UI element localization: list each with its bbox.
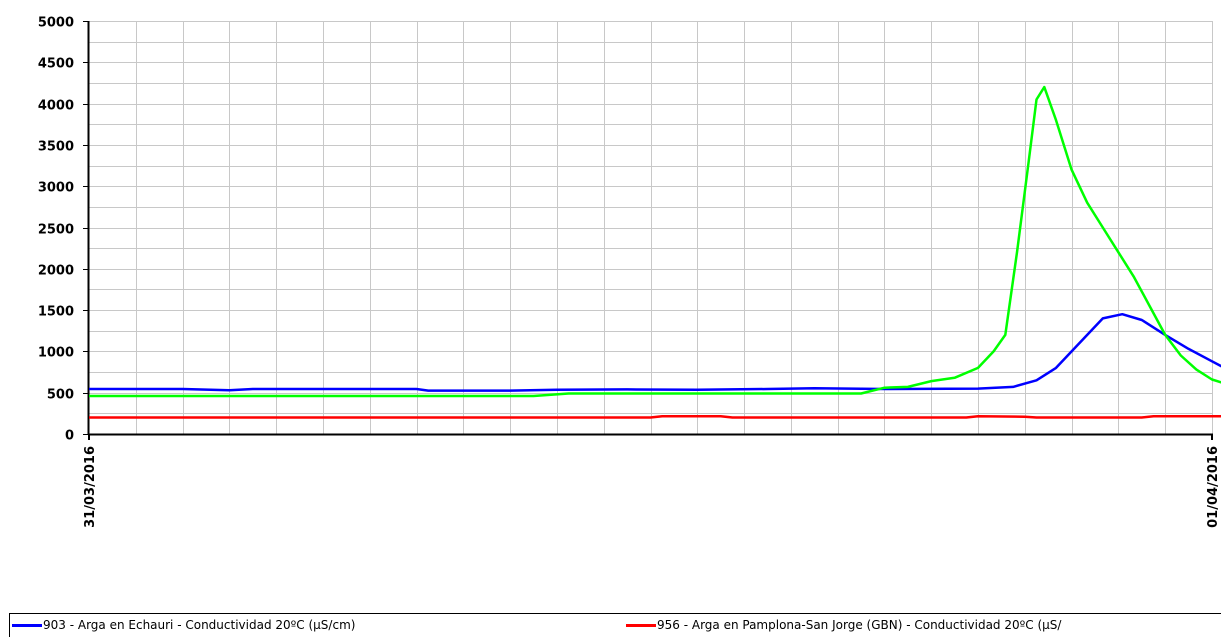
y-tick-label: 4000 <box>38 99 74 114</box>
x-tick-label: 31/03/2016 <box>83 446 98 528</box>
legend-swatch <box>626 623 656 627</box>
series-lines <box>89 85 1221 419</box>
y-axis: 0 500 1000 1500 2000 2500 3000 3500 4000 4500 5000 <box>38 16 90 444</box>
series-line-1 <box>89 414 1221 419</box>
y-tick-label: 0 <box>65 429 74 444</box>
y-tick-label: 3000 <box>38 181 74 196</box>
x-axis: 31/03/2016 01/04/2016 <box>83 433 1221 528</box>
y-tick-label: 1500 <box>38 305 74 320</box>
y-tick-label: 4500 <box>38 57 74 72</box>
y-tick-label: 3500 <box>38 140 74 155</box>
legend: 903 - Arga en Echauri - Conductividad 20… <box>9 613 1221 637</box>
y-tick-label: 2500 <box>38 223 74 238</box>
legend-item: 956 - Arga en Pamplona-San Jorge (GBN) -… <box>626 618 1062 632</box>
x-tick-label: 01/04/2016 <box>1206 446 1221 528</box>
series-line-0 <box>89 312 1221 392</box>
line-chart: 0 500 1000 1500 2000 2500 3000 3500 4000 4500 5000… <box>38 16 1221 528</box>
legend-item: 903 - Arga en Echauri - Conductividad 20… <box>12 618 356 632</box>
legend-label: 903 - Arga en Echauri - Conductividad 20… <box>43 618 356 632</box>
y-tick-label: 500 <box>47 388 74 403</box>
legend-label: 956 - Arga en Pamplona-San Jorge (GBN) -… <box>657 618 1062 632</box>
series-line-2 <box>89 85 1221 398</box>
legend-swatch <box>12 623 42 627</box>
y-tick-label: 1000 <box>38 346 74 361</box>
y-tick-label: 5000 <box>38 16 74 31</box>
y-tick-label: 2000 <box>38 264 74 279</box>
